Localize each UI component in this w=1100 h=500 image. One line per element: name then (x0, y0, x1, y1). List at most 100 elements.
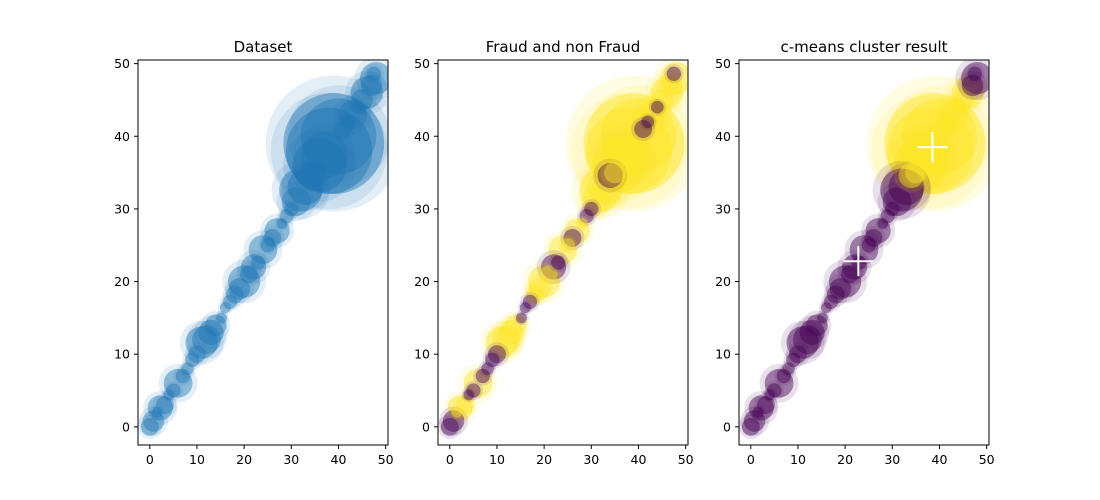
y-tick-label: 40 (114, 129, 130, 144)
scatter-point-halo (248, 252, 269, 273)
y-axis: 0 10 20 30 40 50 (414, 56, 438, 434)
axes-frame (738, 59, 990, 446)
scatter-point (151, 406, 163, 418)
scatter-point (163, 368, 193, 398)
fraud-chart: Fraud and non Fraud 0 10 20 30 40 50 0 10 20 30 4… (414, 38, 694, 467)
y-tick-label: 10 (114, 347, 130, 362)
scatter-point (806, 314, 828, 336)
chart-title: Dataset (234, 38, 293, 56)
scatter-point (592, 138, 647, 193)
scatter-point-halo (458, 363, 498, 403)
scatter-point (764, 389, 776, 401)
scatter-point-halo (783, 350, 803, 370)
scatter-point (351, 100, 364, 114)
scatter-point (901, 98, 978, 175)
scatter-point (522, 294, 538, 310)
scatter-point-halo (664, 64, 684, 84)
scatter-point (829, 278, 852, 300)
scatter-point-halo (143, 390, 178, 425)
x-tick-label: 10 (790, 452, 806, 467)
scatter-point-halo (276, 206, 297, 226)
scatter-point (442, 410, 465, 432)
scatter-point-halo (882, 199, 903, 219)
scatter-point-halo (774, 366, 794, 386)
scatter-point-halo (356, 70, 387, 101)
scatter-point (155, 396, 174, 415)
x-tick-label: 30 (583, 452, 599, 467)
scatter-point-halo (220, 292, 240, 312)
scatter-point-halo (222, 282, 247, 307)
scatter-point-halo (276, 182, 316, 222)
scatter-point-halo (587, 85, 688, 188)
scatter-point-halo (461, 387, 476, 403)
scatter-point (527, 265, 561, 298)
chart-title: c-means cluster result (781, 38, 948, 56)
scatter-point (350, 76, 383, 109)
scatter-point-halo (260, 213, 295, 248)
scatter-point (525, 285, 544, 304)
scatter-point (248, 235, 278, 264)
scatter-point (276, 218, 288, 229)
x-tick-label: 30 (884, 452, 900, 467)
scatter-point (228, 278, 251, 300)
scatter-point (961, 74, 984, 97)
scatter-point-halo (179, 320, 224, 365)
scatter-point-halo (217, 300, 233, 315)
scatter-point (786, 326, 819, 359)
scatter-point (898, 162, 924, 189)
scatter-point (225, 285, 244, 304)
scatter-point (216, 312, 227, 324)
scatter-point-halo (484, 342, 510, 367)
scatter-point (485, 352, 500, 368)
scatter-point (864, 228, 883, 247)
scatter-point (828, 265, 862, 298)
scatter-point-halo (639, 113, 657, 131)
scatter-point-halo (656, 70, 687, 101)
scatter-point (641, 115, 655, 129)
scatter-point (166, 383, 181, 398)
scatter-point (297, 162, 323, 189)
scatter-point (748, 395, 774, 421)
scatter-point-halo (281, 162, 330, 212)
scatter-point-halo (949, 98, 967, 116)
scatter-point (463, 389, 475, 401)
scatter-point (600, 98, 677, 175)
scatter-point-halo (844, 230, 884, 270)
scatter-point-halo (473, 366, 493, 386)
scatter-point-halo (750, 405, 766, 420)
scatter-point (539, 265, 558, 284)
scatter-point-halo (152, 392, 178, 418)
scatter-point-halo (576, 206, 597, 226)
scatter-point (886, 107, 974, 195)
scatter-point-halo (449, 405, 465, 420)
scatter-point (776, 368, 792, 384)
scatter-point-halo (802, 310, 832, 340)
scatter-point (666, 66, 682, 82)
scatter-point (187, 345, 206, 364)
x-axis: 0 10 20 30 40 50 (747, 445, 995, 467)
scatter-point (882, 187, 912, 217)
scatter-point (360, 61, 388, 95)
scatter-point (487, 345, 506, 364)
y-axis: 0 10 20 30 40 50 (114, 56, 138, 434)
scatter-point (877, 218, 889, 229)
scatter-point (880, 168, 924, 212)
scatter-point (585, 107, 673, 195)
scatter-point-halo (331, 116, 356, 142)
scatter-point (498, 319, 524, 346)
scatter-point-halo (300, 158, 330, 188)
scatter-point (861, 238, 876, 253)
scatter-point-halo (825, 274, 855, 304)
y-tick-label: 20 (715, 274, 731, 289)
scatter-point-halo (787, 320, 827, 360)
scatter-point (279, 208, 294, 224)
scatter-point-halo (894, 158, 929, 193)
centroid-marker (843, 246, 874, 277)
scatter-point-halo (759, 363, 799, 403)
scatter-point (485, 326, 518, 359)
scatter-point-halo (186, 320, 226, 360)
scatter-point (799, 319, 825, 346)
scatter-point-halo (571, 160, 630, 220)
y-tick-label: 10 (715, 347, 731, 362)
scatter-point-halo (283, 128, 357, 202)
